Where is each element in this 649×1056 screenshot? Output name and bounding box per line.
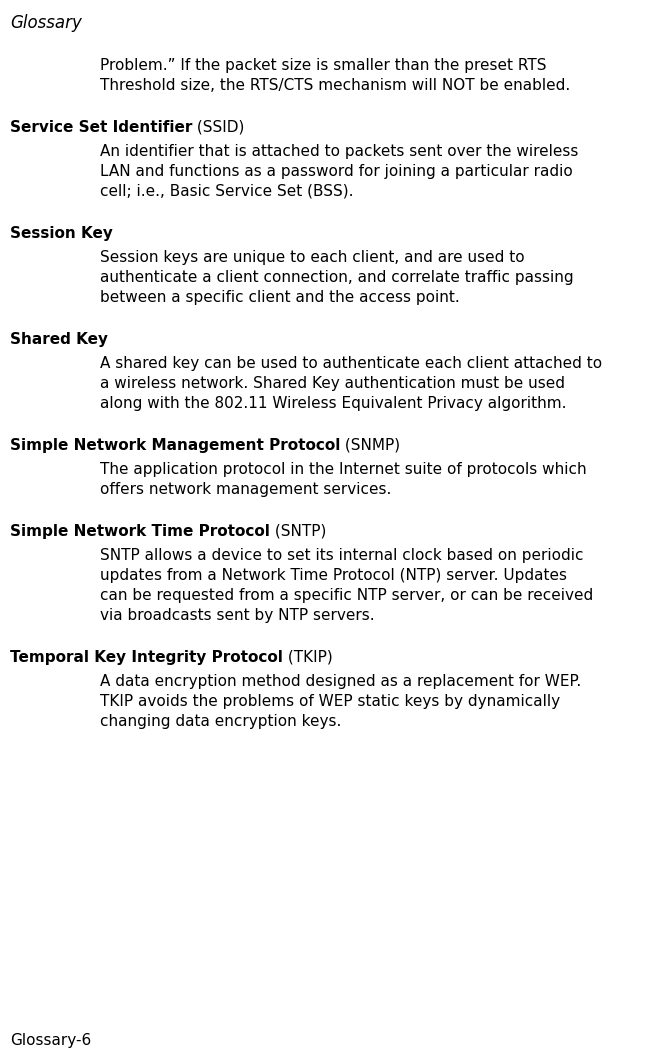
Text: along with the 802.11 Wireless Equivalent Privacy algorithm.: along with the 802.11 Wireless Equivalen… [100,396,567,411]
Text: Simple Network Management Protocol: Simple Network Management Protocol [10,438,340,453]
Text: updates from a Network Time Protocol (NTP) server. Updates: updates from a Network Time Protocol (NT… [100,568,567,583]
Text: Glossary-6: Glossary-6 [10,1033,92,1048]
Text: SNTP allows a device to set its internal clock based on periodic: SNTP allows a device to set its internal… [100,548,583,563]
Text: offers network management services.: offers network management services. [100,482,391,497]
Text: Simple Network Time Protocol: Simple Network Time Protocol [10,524,270,539]
Text: TKIP avoids the problems of WEP static keys by dynamically: TKIP avoids the problems of WEP static k… [100,694,560,709]
Text: Glossary: Glossary [10,14,82,32]
Text: Problem.” If the packet size is smaller than the preset RTS: Problem.” If the packet size is smaller … [100,58,546,73]
Text: An identifier that is attached to packets sent over the wireless: An identifier that is attached to packet… [100,144,578,159]
Text: A shared key can be used to authenticate each client attached to: A shared key can be used to authenticate… [100,356,602,371]
Text: via broadcasts sent by NTP servers.: via broadcasts sent by NTP servers. [100,608,374,623]
Text: The application protocol in the Internet suite of protocols which: The application protocol in the Internet… [100,463,587,477]
Text: can be requested from a specific NTP server, or can be received: can be requested from a specific NTP ser… [100,588,593,603]
Text: changing data encryption keys.: changing data encryption keys. [100,714,341,729]
Text: LAN and functions as a password for joining a particular radio: LAN and functions as a password for join… [100,164,573,180]
Text: A data encryption method designed as a replacement for WEP.: A data encryption method designed as a r… [100,674,582,689]
Text: Temporal Key Integrity Protocol: Temporal Key Integrity Protocol [10,650,283,665]
Text: (SSID): (SSID) [192,120,245,135]
Text: cell; i.e., Basic Service Set (BSS).: cell; i.e., Basic Service Set (BSS). [100,184,354,199]
Text: Service Set Identifier: Service Set Identifier [10,120,192,135]
Text: (SNTP): (SNTP) [270,524,326,539]
Text: Session keys are unique to each client, and are used to: Session keys are unique to each client, … [100,250,524,265]
Text: between a specific client and the access point.: between a specific client and the access… [100,290,459,305]
Text: (SNMP): (SNMP) [340,438,400,453]
Text: Session Key: Session Key [10,226,113,241]
Text: (TKIP): (TKIP) [283,650,333,665]
Text: a wireless network. Shared Key authentication must be used: a wireless network. Shared Key authentic… [100,376,565,391]
Text: Shared Key: Shared Key [10,332,108,347]
Text: authenticate a client connection, and correlate traffic passing: authenticate a client connection, and co… [100,270,574,285]
Text: Threshold size, the RTS/CTS mechanism will NOT be enabled.: Threshold size, the RTS/CTS mechanism wi… [100,78,570,93]
